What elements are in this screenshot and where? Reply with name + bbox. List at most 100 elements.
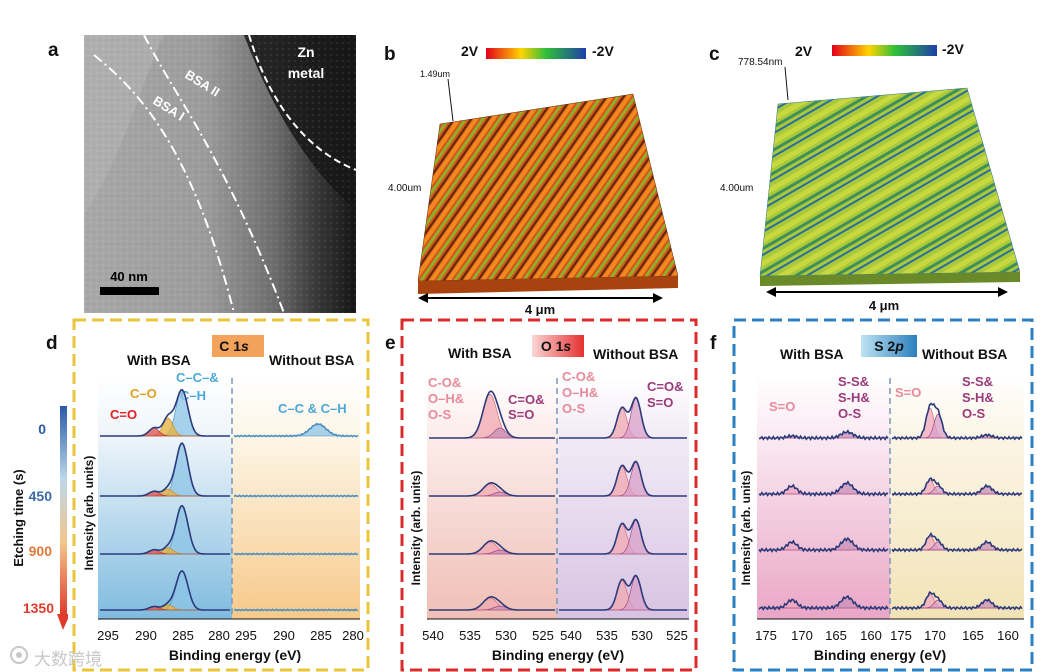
badge-c1s-text: C 1s — [219, 338, 249, 354]
panel-c-letter: c — [709, 44, 720, 65]
colorbar-c-left: 2V — [795, 43, 813, 59]
side-b: 4.00um — [388, 183, 421, 194]
f-ann-ss2-1: S-H& — [962, 390, 994, 405]
xps-s2p-panel: S 2p With BSA Without BSA Intensity (arb… — [732, 318, 1034, 672]
e-with-bsa: With BSA — [448, 345, 512, 361]
panel-b-letter: b — [384, 44, 396, 65]
etching-time-axis: Etching time (s) 0 450 900 1350 — [11, 406, 68, 630]
f-left-spectra — [758, 429, 889, 611]
d-right-spectra — [233, 422, 359, 612]
spectrum-envelope-line — [233, 608, 359, 612]
d-tick-l3: 280 — [208, 628, 230, 643]
spectrum-envelope-line — [233, 422, 359, 438]
f-ann-ss1-2: O-S — [838, 406, 861, 421]
spectrum-envelope-line — [429, 539, 555, 555]
f-ann-ss2-2: O-S — [962, 406, 985, 421]
spectrum-envelope-line — [100, 442, 230, 497]
bsa2-boundary — [143, 35, 285, 313]
tem-image: Zn metal BSA II BSA I 40 nm — [84, 35, 356, 313]
bsa1-boundary — [93, 54, 235, 313]
f-right-spectra — [891, 402, 1023, 611]
spectrum-envelope-line — [429, 481, 555, 497]
f-tick-l1: 170 — [791, 628, 813, 643]
spectrum-envelope-line — [758, 480, 889, 497]
e-right-spectra — [559, 396, 687, 611]
spectrum-envelope-line — [758, 429, 889, 441]
e-ann4-0: C=O& — [647, 379, 683, 394]
badge-s2p — [861, 335, 917, 357]
spectrum-envelope-line — [429, 390, 555, 439]
d-with-bsa: With BSA — [127, 352, 191, 368]
e-ann3-0: C-O& — [562, 369, 595, 384]
spectrum-envelope-line — [559, 574, 687, 611]
panel-d-border — [72, 318, 370, 672]
scale-bar — [100, 287, 159, 295]
f-ann-ss2-0: S-S& — [962, 374, 993, 389]
e-ann3-1: O–H& — [562, 385, 598, 400]
zn-label-2: metal — [288, 65, 325, 81]
f-tick-r2: 165 — [962, 628, 984, 643]
d-ann-c-o: C–O — [130, 386, 157, 401]
etch-tick-0: 0 — [38, 421, 46, 437]
f-binding-label: Binding energy (eV) — [814, 647, 946, 663]
watermark-logo-icon — [10, 646, 28, 664]
side-c: 4.00um — [720, 183, 753, 194]
e-tick-l3: 525 — [532, 628, 554, 643]
badge-s2p-text: S 2p — [874, 338, 904, 354]
spectrum-envelope-line — [559, 518, 687, 555]
panel-d-letter: d — [46, 333, 58, 354]
e-binding-label: Binding energy (eV) — [492, 647, 624, 663]
d-tick-r2: 285 — [310, 628, 332, 643]
e-intensity-label: Intensity (arb. units) — [409, 471, 423, 586]
e-ann3-2: O-S — [562, 401, 585, 416]
zn-label-1: Zn — [297, 44, 314, 60]
spectrum-envelope-line — [233, 494, 359, 498]
spectrum-envelope-line — [100, 388, 230, 437]
e-ann1-2: O-S — [428, 407, 451, 422]
d-tick-r0: 295 — [235, 628, 257, 643]
d-ann-without: C–C & C–H — [278, 401, 347, 416]
spectrum-envelope-line — [891, 402, 1023, 441]
kpfm-map-without-bsa: 2V -2V 778.54nm 4.00um 4 μm — [720, 41, 1020, 313]
height-b: 1.49um — [420, 69, 450, 79]
colorbar-c-right: -2V — [942, 41, 964, 57]
d-tick-l2: 285 — [172, 628, 194, 643]
e-tick-r1: 535 — [596, 628, 618, 643]
spectrum-envelope-line — [559, 396, 687, 439]
spectrum-envelope-line — [233, 552, 359, 556]
e-without-bsa: Without BSA — [593, 346, 678, 362]
etch-tick-1350: 1350 — [23, 600, 54, 616]
colorbar-b-right: -2V — [592, 43, 614, 59]
spectrum-envelope-line — [758, 536, 889, 553]
colorbar-c — [832, 45, 937, 56]
f-without-bsa: Without BSA — [922, 346, 1007, 362]
badge-o1s-text: O 1s — [541, 338, 572, 354]
d-ann-co: C=O — [110, 407, 137, 422]
e-ann2-1: S=O — [508, 407, 534, 422]
e-tick-l1: 535 — [459, 628, 481, 643]
e-tick-l2: 530 — [495, 628, 517, 643]
e-ann1-1: O–H& — [428, 391, 464, 406]
spectrum-envelope-line — [891, 532, 1023, 553]
spectrum-envelope-line — [429, 595, 555, 611]
panel-f-border — [732, 318, 1034, 672]
panel-e-border — [400, 318, 698, 672]
etch-tick-450: 450 — [29, 488, 53, 504]
f-ann-ss1-0: S-S& — [838, 374, 869, 389]
f-intensity-label: Intensity (arb. units) — [739, 471, 753, 586]
spectrum-envelope-line — [891, 476, 1023, 497]
f-tick-r1: 170 — [924, 628, 946, 643]
height-c: 778.54nm — [738, 57, 782, 68]
width-c: 4 μm — [869, 298, 899, 313]
f-tick-l2: 165 — [825, 628, 847, 643]
e-tick-r3: 525 — [666, 628, 688, 643]
colorbar-b — [486, 48, 586, 59]
e-ann4-1: S=O — [647, 395, 673, 410]
etch-tick-900: 900 — [29, 543, 53, 559]
f-tick-r0: 175 — [890, 628, 912, 643]
f-with-bsa: With BSA — [780, 346, 844, 362]
f-ann-so1: S=O — [769, 399, 795, 414]
spectrum-envelope-line — [758, 594, 889, 611]
e-tick-l0: 540 — [422, 628, 444, 643]
d-tick-l0: 295 — [97, 628, 119, 643]
